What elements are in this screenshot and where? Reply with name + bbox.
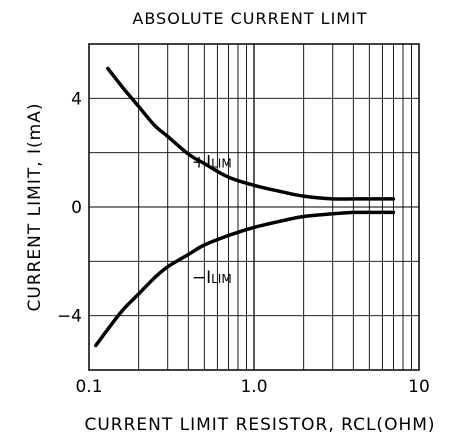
x-tick-label: 0.1 bbox=[75, 377, 102, 397]
x-tick-label: 10 bbox=[408, 377, 430, 397]
series-label: −ILIM bbox=[192, 268, 232, 288]
chart-title: ABSOLUTE CURRENT LIMIT bbox=[132, 9, 367, 28]
x-axis-label: CURRENT LIMIT RESISTOR, RCL(OHM) bbox=[84, 415, 435, 435]
grid bbox=[89, 44, 419, 370]
y-tick-label: 0 bbox=[71, 198, 82, 218]
y-tick-label: −4 bbox=[57, 307, 82, 327]
tick-labels: 0.1 1.0 10 4 0 −4 bbox=[57, 89, 430, 397]
x-tick-label: 1.0 bbox=[240, 377, 267, 397]
series-labels: +ILIM −ILIM bbox=[192, 153, 232, 288]
y-axis-label: CURRENT LIMIT, I(mA) bbox=[25, 102, 45, 311]
series-line-plus-ilim bbox=[106, 66, 396, 201]
series-label: +ILIM bbox=[192, 153, 232, 173]
plot-frame bbox=[88, 43, 420, 371]
series-layer bbox=[94, 66, 396, 348]
y-tick-label: 4 bbox=[71, 89, 82, 109]
series-line-minus-ilim bbox=[94, 210, 396, 348]
